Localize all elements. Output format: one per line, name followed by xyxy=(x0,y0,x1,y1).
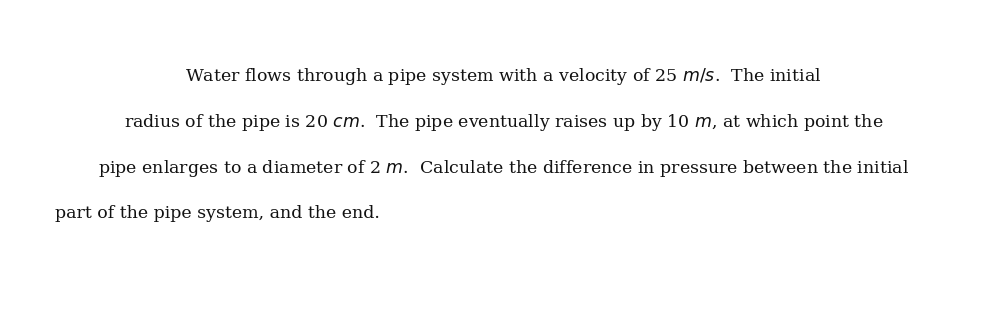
Text: pipe enlarges to a diameter of 2 $m$.  Calculate the difference in pressure betw: pipe enlarges to a diameter of 2 $m$. Ca… xyxy=(98,158,909,178)
Text: radius of the pipe is 20 $cm$.  The pipe eventually raises up by 10 $m$, at whic: radius of the pipe is 20 $cm$. The pipe … xyxy=(124,112,883,133)
Text: part of the pipe system, and the end.: part of the pipe system, and the end. xyxy=(55,205,381,223)
Text: Water flows through a pipe system with a velocity of 25 $m/s$.  The initial: Water flows through a pipe system with a… xyxy=(185,66,822,87)
